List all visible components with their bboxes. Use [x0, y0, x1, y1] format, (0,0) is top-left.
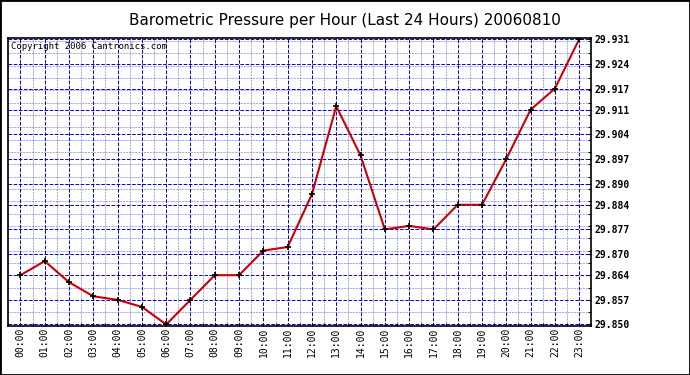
Text: Copyright 2006 Cantronics.com: Copyright 2006 Cantronics.com: [11, 42, 167, 51]
Text: Barometric Pressure per Hour (Last 24 Hours) 20060810: Barometric Pressure per Hour (Last 24 Ho…: [129, 13, 561, 28]
